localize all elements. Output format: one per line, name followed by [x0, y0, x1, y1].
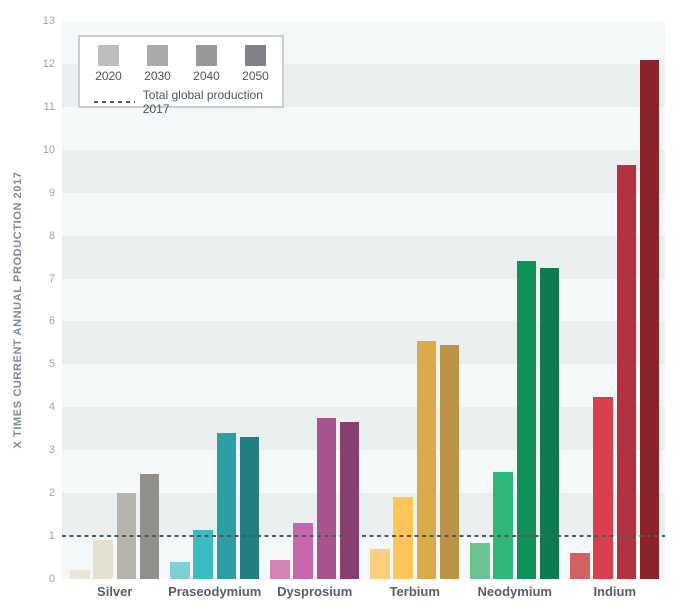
legend-item-2030: 2030: [133, 45, 182, 83]
y-tick-label: 12: [42, 57, 55, 70]
grid-band: [62, 536, 665, 579]
bar-dysprosium-2050: [339, 422, 360, 579]
bar-praseodymium-2050: [239, 437, 260, 579]
y-tick-label: 10: [42, 143, 55, 156]
bar-neodymium-2040: [516, 261, 537, 579]
legend-item-2020: 2020: [84, 45, 133, 83]
y-tick-label: 4: [48, 401, 55, 414]
legend-year-label: 2030: [144, 69, 171, 83]
bar-terbium-2020: [370, 548, 390, 579]
bar-silver-2020: [70, 570, 90, 579]
grid-band: [62, 106, 665, 150]
legend-swatch-icon: [196, 45, 217, 66]
bar-neodymium-2050: [539, 267, 560, 579]
y-tick-label: 7: [48, 272, 55, 285]
bar-praseodymium-2020: [170, 561, 190, 579]
dashed-line-icon: [94, 101, 135, 103]
category-label-dysprosium: Dysprosium: [277, 584, 353, 599]
bar-neodymium-2020: [470, 542, 490, 579]
legend-reference-row: Total global production 2017: [80, 88, 282, 116]
y-tick-label: 11: [43, 100, 55, 113]
legend-year-label: 2050: [242, 69, 269, 83]
category-label-silver: Silver: [97, 584, 133, 599]
bar-neodymium-2030: [493, 471, 513, 579]
bar-indium-2050: [639, 59, 660, 579]
grid-band: [62, 450, 665, 494]
grid-band: [62, 235, 665, 279]
grid-band: [62, 278, 665, 322]
legend-swatch-icon: [147, 45, 168, 66]
legend-swatch-icon: [98, 45, 119, 66]
legend-item-2050: 2050: [231, 45, 280, 83]
legend-year-label: 2040: [193, 69, 220, 83]
bar-dysprosium-2040: [316, 418, 337, 579]
bar-terbium-2030: [393, 497, 413, 579]
grid-band: [62, 493, 665, 537]
grid-band: [62, 149, 665, 193]
bar-dysprosium-2030: [293, 523, 313, 579]
category-label-praseodymium: Praseodymium: [168, 584, 262, 599]
category-label-neodymium: Neodymium: [477, 584, 552, 599]
bar-indium-2040: [616, 164, 637, 579]
legend-reference-label: Total global production 2017: [142, 88, 263, 116]
reference-line-total-global-production-2017: [62, 535, 665, 538]
bar-praseodymium-2030: [193, 529, 213, 579]
y-tick-label: 9: [48, 186, 55, 199]
y-tick-label: 2: [48, 487, 55, 500]
bar-dysprosium-2020: [270, 559, 290, 579]
bar-indium-2020: [570, 553, 590, 579]
bar-praseodymium-2040: [216, 433, 237, 579]
y-tick-label: 8: [48, 229, 55, 242]
y-tick-label: 13: [42, 15, 55, 27]
category-label-indium: Indium: [593, 584, 637, 599]
y-tick-label: 1: [48, 530, 55, 543]
y-tick-label: 3: [48, 444, 55, 457]
y-tick-label: 6: [48, 315, 55, 328]
bar-silver-2050: [139, 473, 160, 579]
legend-years-row: 2020 2030 2040 2050: [80, 37, 282, 83]
grid-band: [62, 321, 665, 365]
bar-indium-2030: [593, 396, 613, 579]
y-tick-label: 0: [48, 573, 55, 585]
category-label-terbium: Terbium: [389, 584, 440, 599]
grid-band: [62, 407, 665, 451]
legend-year-label: 2020: [95, 69, 122, 83]
legend-item-2040: 2040: [182, 45, 231, 83]
legend-swatch-icon: [245, 45, 266, 66]
legend-box: 2020 2030 2040 2050 Total global production…: [78, 35, 284, 116]
bar-terbium-2040: [416, 340, 437, 579]
grid-band: [62, 192, 665, 236]
bar-silver-2030: [93, 540, 113, 579]
bar-terbium-2050: [439, 345, 460, 579]
y-tick-label: 5: [48, 358, 55, 371]
plot-area: [62, 21, 665, 579]
grid-band: [62, 364, 665, 408]
